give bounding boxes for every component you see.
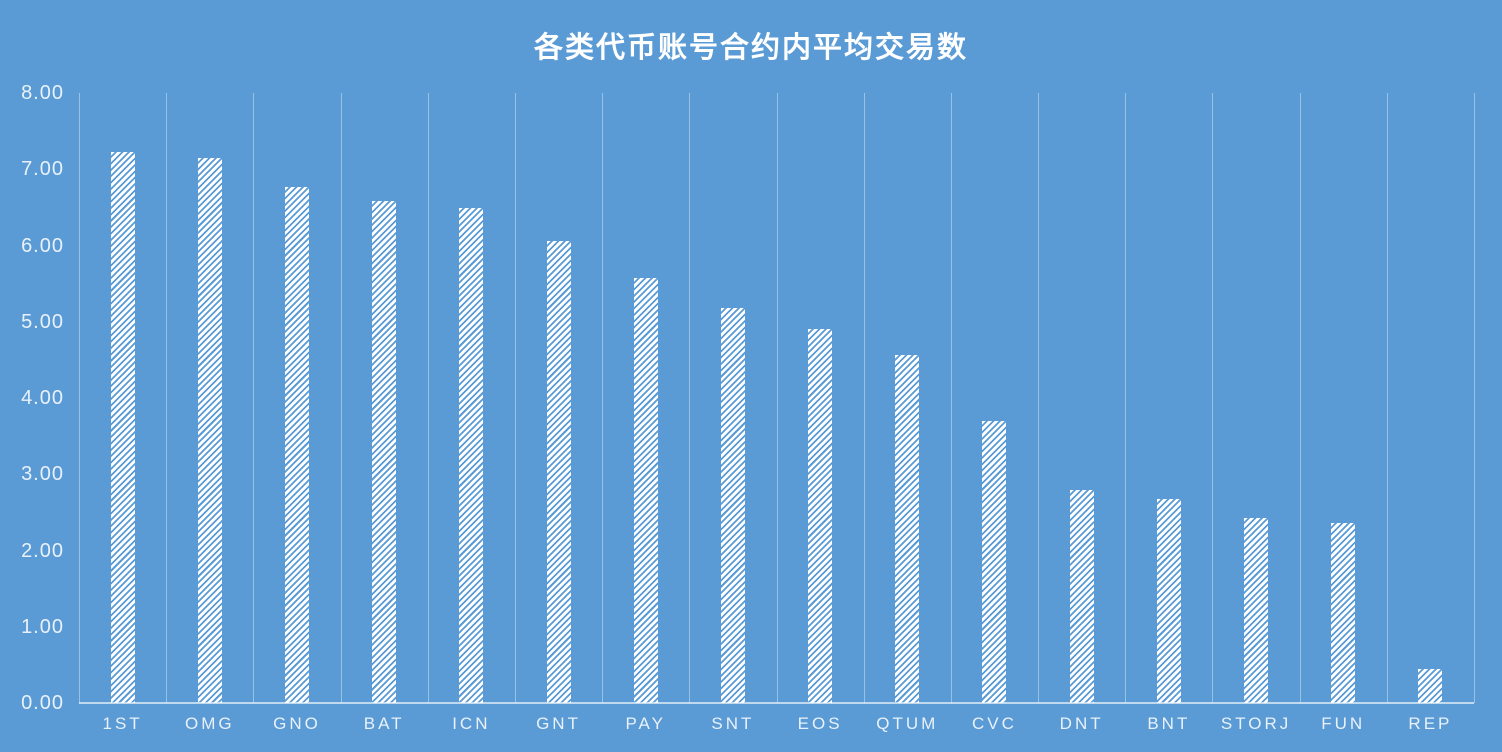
plot-area xyxy=(79,93,1475,704)
gridline xyxy=(1125,93,1127,703)
x-tick-label-GNT: GNT xyxy=(536,714,581,733)
y-tick-label: 6.00 xyxy=(21,234,64,257)
gridline xyxy=(427,93,429,703)
x-tick-label-DNT: DNT xyxy=(1059,714,1104,733)
bar-SNT xyxy=(720,308,745,703)
x-tick-label-CVC: CVC xyxy=(972,714,1017,733)
bar-OMG xyxy=(197,157,222,703)
x-tick-label-BNT: BNT xyxy=(1147,714,1191,733)
bar-BAT xyxy=(372,201,397,703)
y-tick-label: 7.00 xyxy=(21,158,64,181)
x-tick-label-REP: REP xyxy=(1408,714,1453,733)
bar-1ST xyxy=(110,151,135,703)
bar-ICN xyxy=(459,208,484,703)
bar-EOS xyxy=(808,328,833,703)
y-tick-label: 3.00 xyxy=(21,463,64,486)
gridline xyxy=(1038,93,1040,703)
gridline xyxy=(514,93,516,703)
bar-GNO xyxy=(284,186,309,703)
bar-PAY xyxy=(633,277,658,703)
y-tick-label: 2.00 xyxy=(21,539,64,562)
y-tick-label: 8.00 xyxy=(21,82,64,104)
x-tick-label-GNO: GNO xyxy=(273,714,321,733)
x-tick-label-STORJ: STORJ xyxy=(1220,714,1292,733)
x-tick-label-SNT: SNT xyxy=(711,714,755,733)
gridline xyxy=(1386,93,1388,703)
bar-QTUM xyxy=(895,354,920,703)
bar-BNT xyxy=(1156,498,1181,703)
x-tick-label-QTUM: QTUM xyxy=(876,714,939,733)
gridline xyxy=(602,93,604,703)
x-tick-label-PAY: PAY xyxy=(625,714,666,733)
chart-title: 各类代币账号合约内平均交易数 xyxy=(533,32,968,64)
x-tick-label-ICN: ICN xyxy=(452,714,491,733)
x-tick-label-OMG: OMG xyxy=(184,714,235,733)
x-tick-label-BAT: BAT xyxy=(363,714,405,733)
y-tick-label: 5.00 xyxy=(21,310,64,333)
bar-REP xyxy=(1418,668,1443,703)
bar-DNT xyxy=(1069,490,1094,703)
bar-CVC xyxy=(982,420,1007,703)
bar-GNT xyxy=(546,240,571,703)
x-tick-label-1ST: 1ST xyxy=(102,714,143,733)
bar-FUN xyxy=(1331,523,1356,703)
gridline xyxy=(1299,93,1301,703)
bar-STORJ xyxy=(1244,518,1269,703)
gridline xyxy=(689,93,691,703)
gridline xyxy=(166,93,168,703)
gridline xyxy=(340,93,342,703)
y-tick-label: 1.00 xyxy=(21,615,64,638)
x-tick-label-EOS: EOS xyxy=(797,714,843,733)
gridline xyxy=(863,93,865,703)
y-tick-label: 4.00 xyxy=(21,387,64,409)
gridline xyxy=(950,93,952,703)
x-axis-line xyxy=(79,702,1474,704)
x-tick-label-FUN: FUN xyxy=(1321,714,1366,733)
y-tick-label: 0.00 xyxy=(21,692,64,714)
gridline xyxy=(1212,93,1214,703)
gridline xyxy=(79,93,80,703)
gridline xyxy=(253,93,255,703)
gridline xyxy=(776,93,778,703)
gridline xyxy=(1474,93,1475,703)
